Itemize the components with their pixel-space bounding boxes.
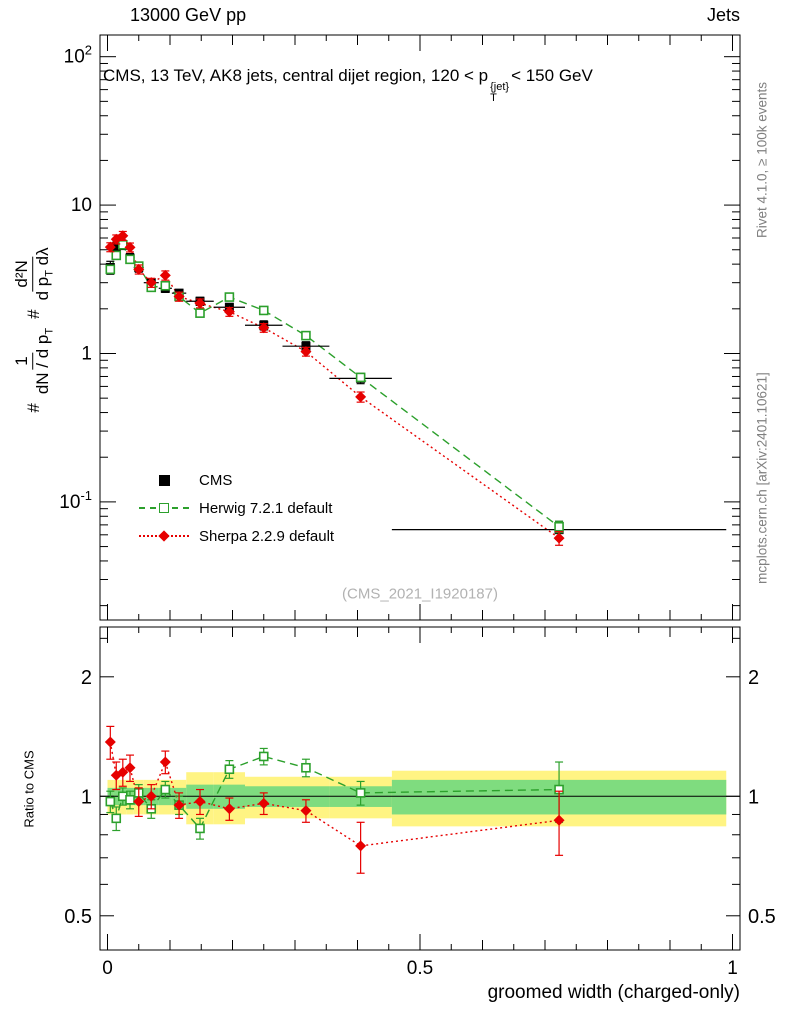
ylabel-hash-1: #: [23, 403, 43, 413]
plot-title-text: CMS, 13 TeV, AK8 jets, central dijet reg…: [103, 66, 489, 85]
svg-text:1: 1: [81, 786, 92, 808]
mcplots-arxiv-label: mcplots.cern.ch [arXiv:2401.10621]: [754, 372, 770, 584]
svg-text:1: 1: [727, 958, 738, 979]
legend-item-herwig: Herwig 7.2.1 default: [138, 494, 334, 522]
legend-item-sherpa: Sherpa 2.2.9 default: [138, 522, 334, 550]
x-axis-label: groomed width (charged-only): [487, 982, 740, 1003]
svg-text:1: 1: [81, 343, 92, 364]
svg-text:0.5: 0.5: [407, 958, 433, 979]
pt-subscript: T: [490, 92, 497, 104]
plot-title-text-end: < 150 GeV: [511, 66, 593, 85]
svg-text:0.5: 0.5: [748, 906, 776, 928]
svg-text:2: 2: [748, 667, 759, 689]
svg-text:0: 0: [102, 958, 113, 979]
plot-title: CMS, 13 TeV, AK8 jets, central dijet reg…: [103, 66, 593, 104]
ratio-y-axis-label: Ratio to CMS: [21, 750, 37, 828]
y-axis-label: # 1 dN / d pT # d²N d pT dλ: [12, 247, 56, 413]
legend-label-herwig: Herwig 7.2.1 default: [199, 499, 333, 517]
svg-text:10: 10: [71, 195, 92, 216]
beam-energy-label: 13000 GeV pp: [130, 5, 247, 25]
svg-text:1: 1: [748, 786, 759, 808]
ylabel-fraction-1: 1 dN / d pT: [12, 327, 56, 395]
svg-text:2: 2: [81, 667, 92, 689]
legend-label-cms: CMS: [199, 471, 233, 489]
pt-superscript: {jet}: [490, 81, 510, 93]
svg-text:0.5: 0.5: [64, 906, 92, 928]
pt-jet-symbol: {jet} T: [490, 82, 509, 104]
svg-text:10-1: 10-1: [59, 488, 92, 513]
herwig-marker-icon: [138, 501, 190, 515]
ylabel-hash-2: #: [23, 309, 43, 319]
cms-marker-icon: [138, 473, 190, 487]
sherpa-marker-icon: [138, 529, 190, 543]
legend-item-cms: CMS: [138, 466, 334, 494]
rivet-version-label: Rivet 4.1.0, ≥ 100k events: [754, 82, 770, 238]
process-label: Jets: [706, 5, 740, 25]
svg-text:102: 102: [64, 43, 92, 68]
legend: CMS Herwig 7.2.1 default Sherpa 2.2.9 de…: [138, 466, 334, 550]
legend-label-sherpa: Sherpa 2.2.9 default: [199, 527, 335, 545]
ylabel-fraction-2: d²N d pT dλ: [12, 247, 56, 301]
analysis-id-watermark: (CMS_2021_I1920187): [342, 585, 498, 603]
